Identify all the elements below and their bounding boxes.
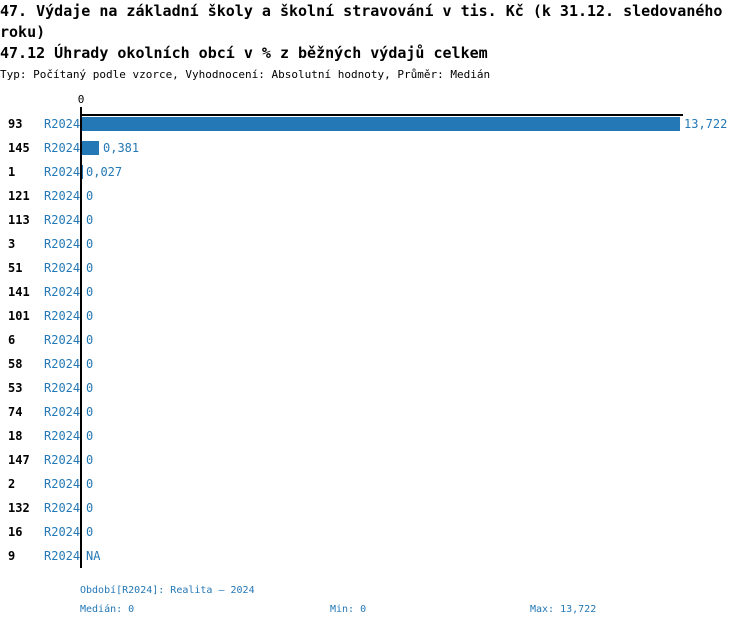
row-category-label: 18 (8, 429, 23, 443)
chart-row: 93 R2024 13,722 (0, 112, 750, 136)
row-category-label: 141 (8, 285, 30, 299)
period-info: Období[R2024]: Realita – 2024 (80, 585, 255, 596)
row-period-label: R2024 (44, 357, 81, 371)
row-category-label: 2 (8, 477, 16, 491)
chart-row: 132 R2024 0 (0, 496, 750, 520)
bar-value-label: 13,722 (684, 117, 728, 131)
bar-value-label: 0 (86, 237, 94, 251)
row-category-label: 74 (8, 405, 23, 419)
row-period-label: R2024 (44, 333, 81, 347)
page-title: 47. Výdaje na základní školy a školní st… (0, 2, 723, 41)
chart-row: 6 R2024 0 (0, 328, 750, 352)
row-category-label: 16 (8, 525, 23, 539)
bar-value-label: 0,381 (103, 141, 140, 155)
chart-row: 113 R2024 0 (0, 208, 750, 232)
row-category-label: 132 (8, 501, 30, 515)
row-category-label: 113 (8, 213, 30, 227)
bar-value-label: 0 (86, 357, 94, 371)
bar-value-label: 0 (86, 261, 94, 275)
row-period-label: R2024 (44, 165, 81, 179)
row-period-label: R2024 (44, 237, 81, 251)
row-period-label: R2024 (44, 213, 81, 227)
chart-row: 9 R2024 NA (0, 544, 750, 568)
bar-value-label: 0 (86, 405, 94, 419)
chart-row: 2 R2024 0 (0, 472, 750, 496)
bar-value-label: 0 (86, 501, 94, 515)
row-period-label: R2024 (44, 285, 81, 299)
row-period-label: R2024 (44, 117, 81, 131)
row-category-label: 93 (8, 117, 23, 131)
bar (82, 141, 99, 155)
bar-value-label: 0 (86, 333, 94, 347)
row-period-label: R2024 (44, 381, 81, 395)
bar (82, 165, 83, 179)
bar-value-label: 0 (86, 189, 94, 203)
row-category-label: 9 (8, 549, 16, 563)
row-period-label: R2024 (44, 501, 81, 515)
row-period-label: R2024 (44, 453, 81, 467)
row-category-label: 145 (8, 141, 30, 155)
chart-row: 74 R2024 0 (0, 400, 750, 424)
bar-value-label: 0 (86, 285, 94, 299)
bar-value-label: 0 (86, 525, 94, 539)
row-category-label: 1 (8, 165, 16, 179)
median-stat: Medián: 0 (80, 604, 135, 615)
chart-row: 145 R2024 0,381 (0, 136, 750, 160)
page-subtitle: 47.12 Úhrady okolních obcí v % z běžných… (0, 44, 488, 62)
row-period-label: R2024 (44, 549, 81, 563)
row-period-label: R2024 (44, 141, 81, 155)
y-axis-line (80, 107, 82, 568)
bar-value-label: 0 (86, 477, 94, 491)
bar-value-label: 0 (86, 429, 94, 443)
chart-row: 3 R2024 0 (0, 232, 750, 256)
row-category-label: 53 (8, 381, 23, 395)
chart-row: 18 R2024 0 (0, 424, 750, 448)
row-period-label: R2024 (44, 189, 81, 203)
row-period-label: R2024 (44, 261, 81, 275)
bar (82, 117, 680, 131)
row-category-label: 3 (8, 237, 16, 251)
max-stat: Max: 13,722 (530, 604, 597, 615)
chart-row: 101 R2024 0 (0, 304, 750, 328)
bar-value-label: 0 (86, 381, 94, 395)
bar-value-label: 0 (86, 213, 94, 227)
row-period-label: R2024 (44, 309, 81, 323)
bar-value-label: NA (86, 549, 101, 563)
row-period-label: R2024 (44, 405, 81, 419)
row-category-label: 121 (8, 189, 30, 203)
row-category-label: 58 (8, 357, 23, 371)
chart-row: 51 R2024 0 (0, 256, 750, 280)
chart-meta: Typ: Počítaný podle vzorce, Vyhodnocení:… (0, 68, 491, 81)
row-category-label: 147 (8, 453, 30, 467)
bar-value-label: 0 (86, 453, 94, 467)
row-period-label: R2024 (44, 429, 81, 443)
bar-value-label: 0 (86, 309, 94, 323)
row-period-label: R2024 (44, 525, 81, 539)
chart-row: 53 R2024 0 (0, 376, 750, 400)
chart-row: 141 R2024 0 (0, 280, 750, 304)
min-stat: Min: 0 (330, 604, 367, 615)
chart-row: 1 R2024 0,027 (0, 160, 750, 184)
chart-header: 47. Výdaje na základní školy a školní st… (0, 1, 750, 82)
x-axis-tick-zero: 0 (77, 93, 85, 106)
chart-row: 58 R2024 0 (0, 352, 750, 376)
chart-row: 16 R2024 0 (0, 520, 750, 544)
chart-row: 121 R2024 0 (0, 184, 750, 208)
row-category-label: 6 (8, 333, 16, 347)
row-category-label: 51 (8, 261, 23, 275)
x-axis-line (80, 114, 683, 116)
row-period-label: R2024 (44, 477, 81, 491)
bar-value-label: 0,027 (86, 165, 123, 179)
row-category-label: 101 (8, 309, 30, 323)
chart-row: 147 R2024 0 (0, 448, 750, 472)
